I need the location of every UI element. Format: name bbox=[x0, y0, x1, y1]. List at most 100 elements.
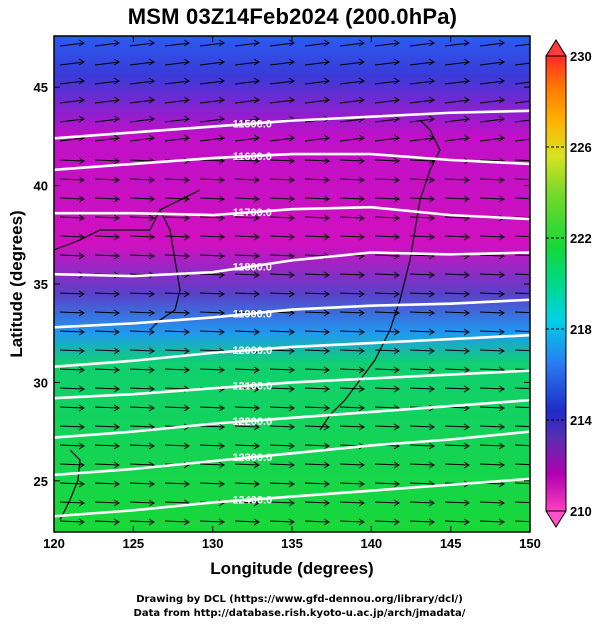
wind-arrow bbox=[234, 176, 260, 184]
wind-arrow bbox=[444, 233, 470, 241]
wind-arrow bbox=[94, 328, 120, 336]
wind-arrow bbox=[59, 157, 85, 165]
wind-arrow bbox=[339, 195, 365, 203]
wind-arrow bbox=[304, 366, 330, 374]
plot-area: 11500.0 11600.0 11700.0 11800.0 11900.0 12000… bbox=[54, 36, 530, 532]
wind-arrow bbox=[199, 77, 225, 85]
wind-arrow bbox=[234, 252, 260, 260]
wind-arrow bbox=[479, 328, 505, 336]
wind-arrow bbox=[514, 159, 530, 162]
colorbar-ticks: 210 214 218 222 226 230 bbox=[546, 49, 592, 519]
wind-arrow bbox=[59, 195, 85, 203]
wind-arrow bbox=[234, 442, 260, 450]
wind-arrow bbox=[269, 328, 295, 336]
wind-arrow bbox=[269, 290, 295, 298]
wind-arrow bbox=[514, 292, 530, 295]
wind-arrow bbox=[129, 366, 155, 374]
wind-arrow bbox=[374, 157, 400, 165]
wind-arrow bbox=[59, 518, 85, 526]
wind-arrow bbox=[164, 134, 190, 142]
contour-line bbox=[54, 430, 530, 477]
wind-arrow bbox=[304, 77, 330, 85]
wind-arrow bbox=[444, 461, 470, 469]
wind-arrow bbox=[94, 115, 120, 123]
contour-line bbox=[54, 333, 530, 368]
wind-arrow bbox=[269, 404, 295, 412]
wind-arrow bbox=[199, 480, 225, 488]
wind-arrow bbox=[59, 96, 85, 104]
wind-arrow bbox=[339, 176, 365, 184]
wind-arrow bbox=[129, 290, 155, 298]
wind-arrow bbox=[514, 520, 530, 523]
wind-arrow bbox=[374, 134, 400, 142]
wind-arrow bbox=[514, 273, 530, 276]
wind-arrow bbox=[234, 157, 260, 165]
wind-arrow bbox=[199, 404, 225, 412]
wind-arrow bbox=[514, 62, 530, 66]
wind-arrow bbox=[129, 39, 155, 47]
contour-label: 11800.0 bbox=[233, 261, 272, 273]
wind-arrow bbox=[374, 309, 400, 317]
wind-arrow bbox=[59, 290, 85, 298]
wind-arrow bbox=[304, 347, 330, 355]
wind-arrow bbox=[164, 404, 190, 412]
wind-arrow bbox=[164, 176, 190, 184]
wind-arrow bbox=[514, 311, 530, 314]
wind-arrow bbox=[304, 499, 330, 507]
wind-arrow bbox=[199, 252, 225, 260]
height-contours: 11500.0 11600.0 11700.0 11800.0 11900.0 12000… bbox=[54, 109, 530, 518]
wind-arrow bbox=[304, 290, 330, 298]
wind-arrow bbox=[339, 214, 365, 222]
wind-arrow bbox=[339, 309, 365, 317]
wind-arrow bbox=[129, 328, 155, 336]
wind-arrow bbox=[164, 96, 190, 104]
wind-arrow bbox=[304, 271, 330, 279]
wind-arrow bbox=[59, 499, 85, 507]
wind-arrow bbox=[444, 423, 470, 431]
wind-arrow bbox=[59, 309, 85, 317]
wind-arrow bbox=[304, 423, 330, 431]
contour-line bbox=[54, 152, 530, 172]
wind-arrow bbox=[304, 461, 330, 469]
wind-arrow bbox=[269, 271, 295, 279]
wind-arrow bbox=[199, 39, 225, 47]
x-axis-title: Longitude (degrees) bbox=[210, 559, 373, 578]
wind-arrow bbox=[129, 195, 155, 203]
wind-arrow bbox=[409, 115, 435, 123]
wind-arrow bbox=[59, 442, 85, 450]
wind-arrow bbox=[94, 157, 120, 165]
wind-arrow bbox=[59, 58, 85, 66]
wind-arrow bbox=[514, 425, 530, 428]
wind-arrow bbox=[444, 176, 470, 184]
wind-arrow bbox=[479, 134, 505, 142]
wind-arrow bbox=[129, 309, 155, 317]
wind-arrow bbox=[129, 115, 155, 123]
wind-arrow bbox=[234, 461, 260, 469]
wind-arrow bbox=[234, 385, 260, 393]
wind-arrow bbox=[234, 58, 260, 66]
wind-arrow bbox=[374, 423, 400, 431]
wind-arrow bbox=[409, 385, 435, 393]
wind-arrow bbox=[199, 214, 225, 222]
wind-arrow bbox=[269, 176, 295, 184]
wind-arrow bbox=[374, 366, 400, 374]
wind-arrow bbox=[409, 290, 435, 298]
wind-arrow bbox=[94, 290, 120, 298]
wind-arrow bbox=[479, 499, 505, 507]
wind-arrow bbox=[479, 39, 505, 47]
chart-title: MSM 03Z14Feb2024 (200.0hPa) bbox=[127, 4, 458, 29]
wind-arrow bbox=[479, 290, 505, 298]
wind-arrow bbox=[339, 39, 365, 47]
contour-line bbox=[54, 369, 530, 400]
wind-arrow bbox=[479, 347, 505, 355]
y-tick-label: 40 bbox=[34, 179, 48, 194]
wind-arrow bbox=[269, 499, 295, 507]
wind-arrow bbox=[374, 58, 400, 66]
wind-arrow bbox=[94, 96, 120, 104]
wind-arrow bbox=[269, 96, 295, 104]
wind-arrow bbox=[409, 96, 435, 104]
contour-label: 12100.0 bbox=[232, 380, 272, 392]
x-tick-label: 140 bbox=[360, 536, 382, 551]
colorbar-bottom-arrow bbox=[545, 510, 567, 528]
y-tick-label: 25 bbox=[34, 474, 48, 489]
